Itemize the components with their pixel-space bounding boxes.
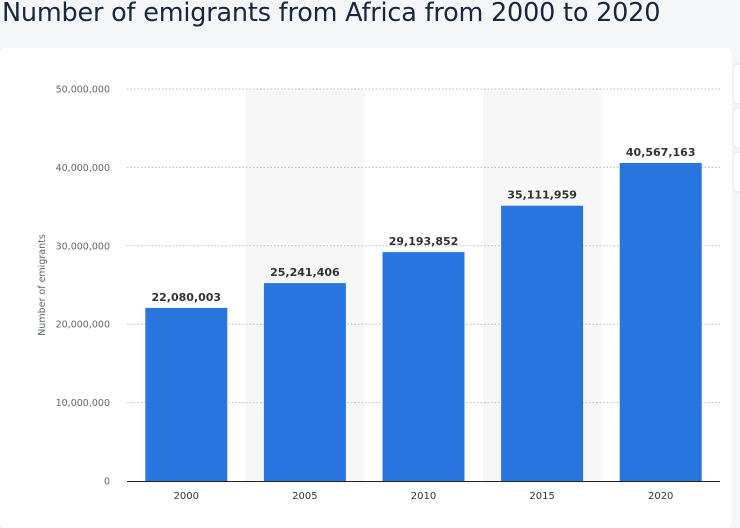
y-tick-label: 0 — [104, 477, 110, 488]
y-tick-label: 40,000,000 — [56, 163, 110, 174]
y-axis-label: Number of emigrants — [37, 234, 48, 336]
y-tick-label: 10,000,000 — [56, 398, 110, 409]
chart-title: Number of emigrants from Africa from 200… — [2, 0, 661, 28]
x-tick-label: 2000 — [174, 491, 199, 502]
bar-2000 — [145, 307, 228, 481]
side-button[interactable] — [734, 65, 740, 103]
x-tick-label: 2020 — [648, 491, 673, 502]
bar-2015 — [501, 205, 584, 482]
data-label: 29,193,852 — [389, 235, 459, 248]
bar-2005 — [263, 283, 346, 481]
bar-2010 — [382, 252, 465, 481]
x-tick-label: 2005 — [292, 491, 317, 502]
data-label: 25,241,406 — [270, 266, 340, 279]
y-tick-label: 50,000,000 — [56, 85, 110, 96]
side-button[interactable] — [734, 153, 740, 191]
x-tick-label: 2010 — [411, 491, 436, 502]
y-tick-label: 30,000,000 — [56, 241, 110, 252]
side-toolbar — [734, 65, 740, 485]
side-button[interactable] — [734, 109, 740, 147]
chart-card — [0, 48, 732, 528]
y-tick-label: 20,000,000 — [56, 320, 110, 331]
x-tick-label: 2015 — [529, 491, 554, 502]
data-label: 35,111,959 — [507, 189, 577, 202]
bar-2020 — [619, 162, 702, 482]
data-label: 40,567,163 — [626, 146, 696, 159]
data-label: 22,080,003 — [152, 291, 222, 304]
